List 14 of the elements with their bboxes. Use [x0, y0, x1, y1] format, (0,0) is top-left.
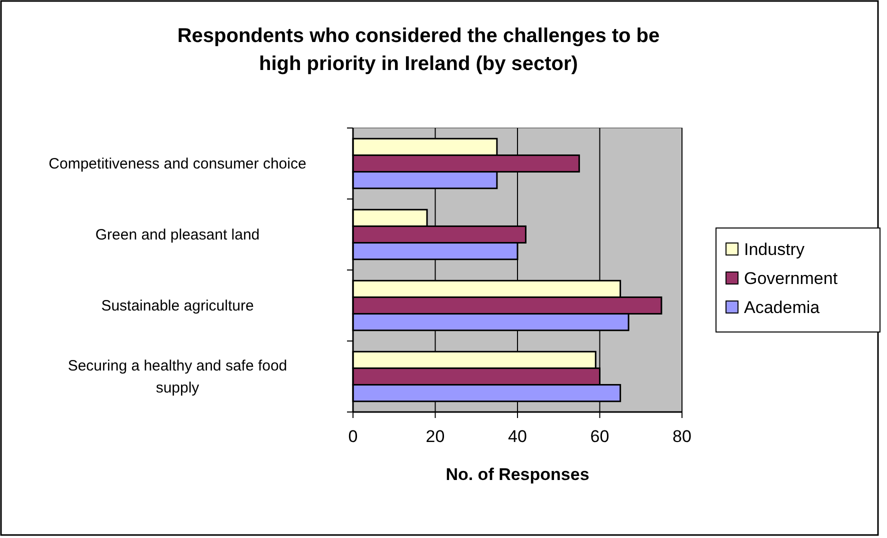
legend-label: Industry — [744, 240, 805, 259]
x-tick-label: 20 — [426, 427, 445, 446]
x-tick-label: 80 — [672, 427, 692, 446]
y-tick-label: Green and pleasant land — [95, 226, 260, 244]
x-axis-title: No. of Responses — [446, 465, 590, 484]
x-tick-label: 60 — [590, 427, 610, 446]
y-tick-label: Sustainable agriculture — [101, 298, 254, 314]
y-tick-label: Competitiveness and consumer choice — [48, 156, 306, 172]
chart-title: Respondents who considered the challenges to be high priority in Ireland (by sector) — [177, 25, 660, 75]
x-tick-label: 0 — [348, 427, 358, 446]
legend-label: Academia — [744, 298, 820, 317]
y-tick-label: Securing a healthy and safe food supply — [68, 358, 288, 396]
x-tick-label: 40 — [508, 427, 527, 446]
legend-label: Government — [744, 269, 838, 288]
